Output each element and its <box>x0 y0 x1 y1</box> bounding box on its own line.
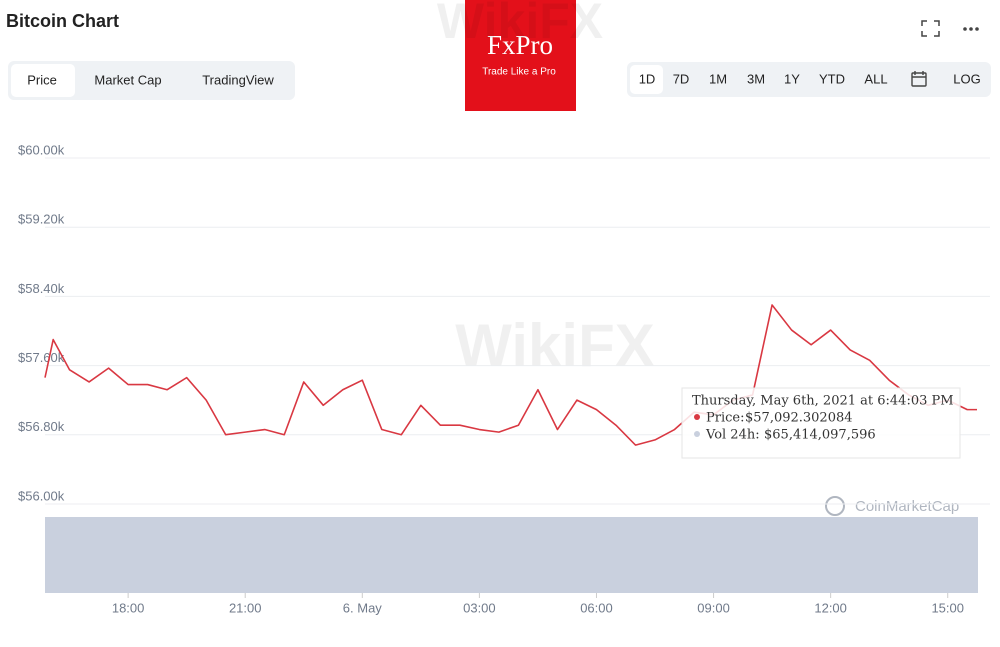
tooltip-value: $57,092.302084 <box>745 411 853 426</box>
ad-banner[interactable] <box>465 0 576 111</box>
x-tick-label: 09:00 <box>697 600 730 615</box>
fullscreen-icon[interactable] <box>921 20 940 37</box>
y-tick-label: $56.80k <box>18 419 65 434</box>
more-icon[interactable] <box>963 27 979 31</box>
y-tick-label: $59.20k <box>18 212 65 227</box>
tooltip <box>681 387 961 459</box>
brand-logo <box>825 496 845 516</box>
y-tick-label: $60.00k <box>18 142 65 157</box>
brand-mark: CoinMarketCap <box>855 498 959 515</box>
calendar-icon[interactable] <box>911 71 927 87</box>
range-group <box>627 62 991 97</box>
range-button[interactable]: ALL <box>864 71 887 86</box>
tooltip-dot <box>694 414 700 420</box>
range-button[interactable]: 1D <box>639 71 656 86</box>
watermark: WikiFX <box>437 0 603 49</box>
range-button[interactable]: 1Y <box>784 71 800 86</box>
tooltip-title: Thursday, May 6th, 2021 at 6:44:03 PM <box>692 394 954 409</box>
x-tick-label: 03:00 <box>463 600 496 615</box>
ad-slogan: Trade Like a Pro <box>482 67 556 78</box>
y-tick-label: $57.60k <box>18 350 65 365</box>
tab[interactable]: TradingView <box>202 72 274 87</box>
tab[interactable]: Market Cap <box>94 72 161 87</box>
range-button[interactable]: 3M <box>747 71 765 86</box>
y-tick-label: $56.00k <box>18 488 65 503</box>
tooltip-label: Price: <box>706 411 744 426</box>
range-button[interactable]: LOG <box>953 71 980 86</box>
x-tick-label: 06:00 <box>580 600 613 615</box>
range-button[interactable]: YTD <box>819 71 845 86</box>
x-tick-label: 18:00 <box>112 600 145 615</box>
y-tick-label: $58.40k <box>18 281 65 296</box>
x-tick-label: 15:00 <box>931 600 964 615</box>
volume-area <box>45 517 978 593</box>
watermark: WikiFX <box>455 312 654 379</box>
x-tick-label: 21:00 <box>229 600 262 615</box>
tab-group <box>8 61 295 100</box>
price-line <box>44 304 977 446</box>
page-title: Bitcoin Chart <box>6 11 119 31</box>
range-button[interactable]: 7D <box>673 71 690 86</box>
ad-brand: FxPro <box>487 30 553 60</box>
tooltip-label: Vol 24h: <box>705 428 760 443</box>
tooltip-value: $65,414,097,596 <box>764 428 876 443</box>
x-tick-label: 12:00 <box>814 600 847 615</box>
tooltip-dot <box>694 431 700 437</box>
range-selected-bg <box>630 65 663 94</box>
range-button[interactable]: 1M <box>709 71 727 86</box>
tab-selected-bg <box>11 64 75 97</box>
tab[interactable]: Price <box>27 72 57 87</box>
x-tick-label: 6. May <box>343 600 383 615</box>
